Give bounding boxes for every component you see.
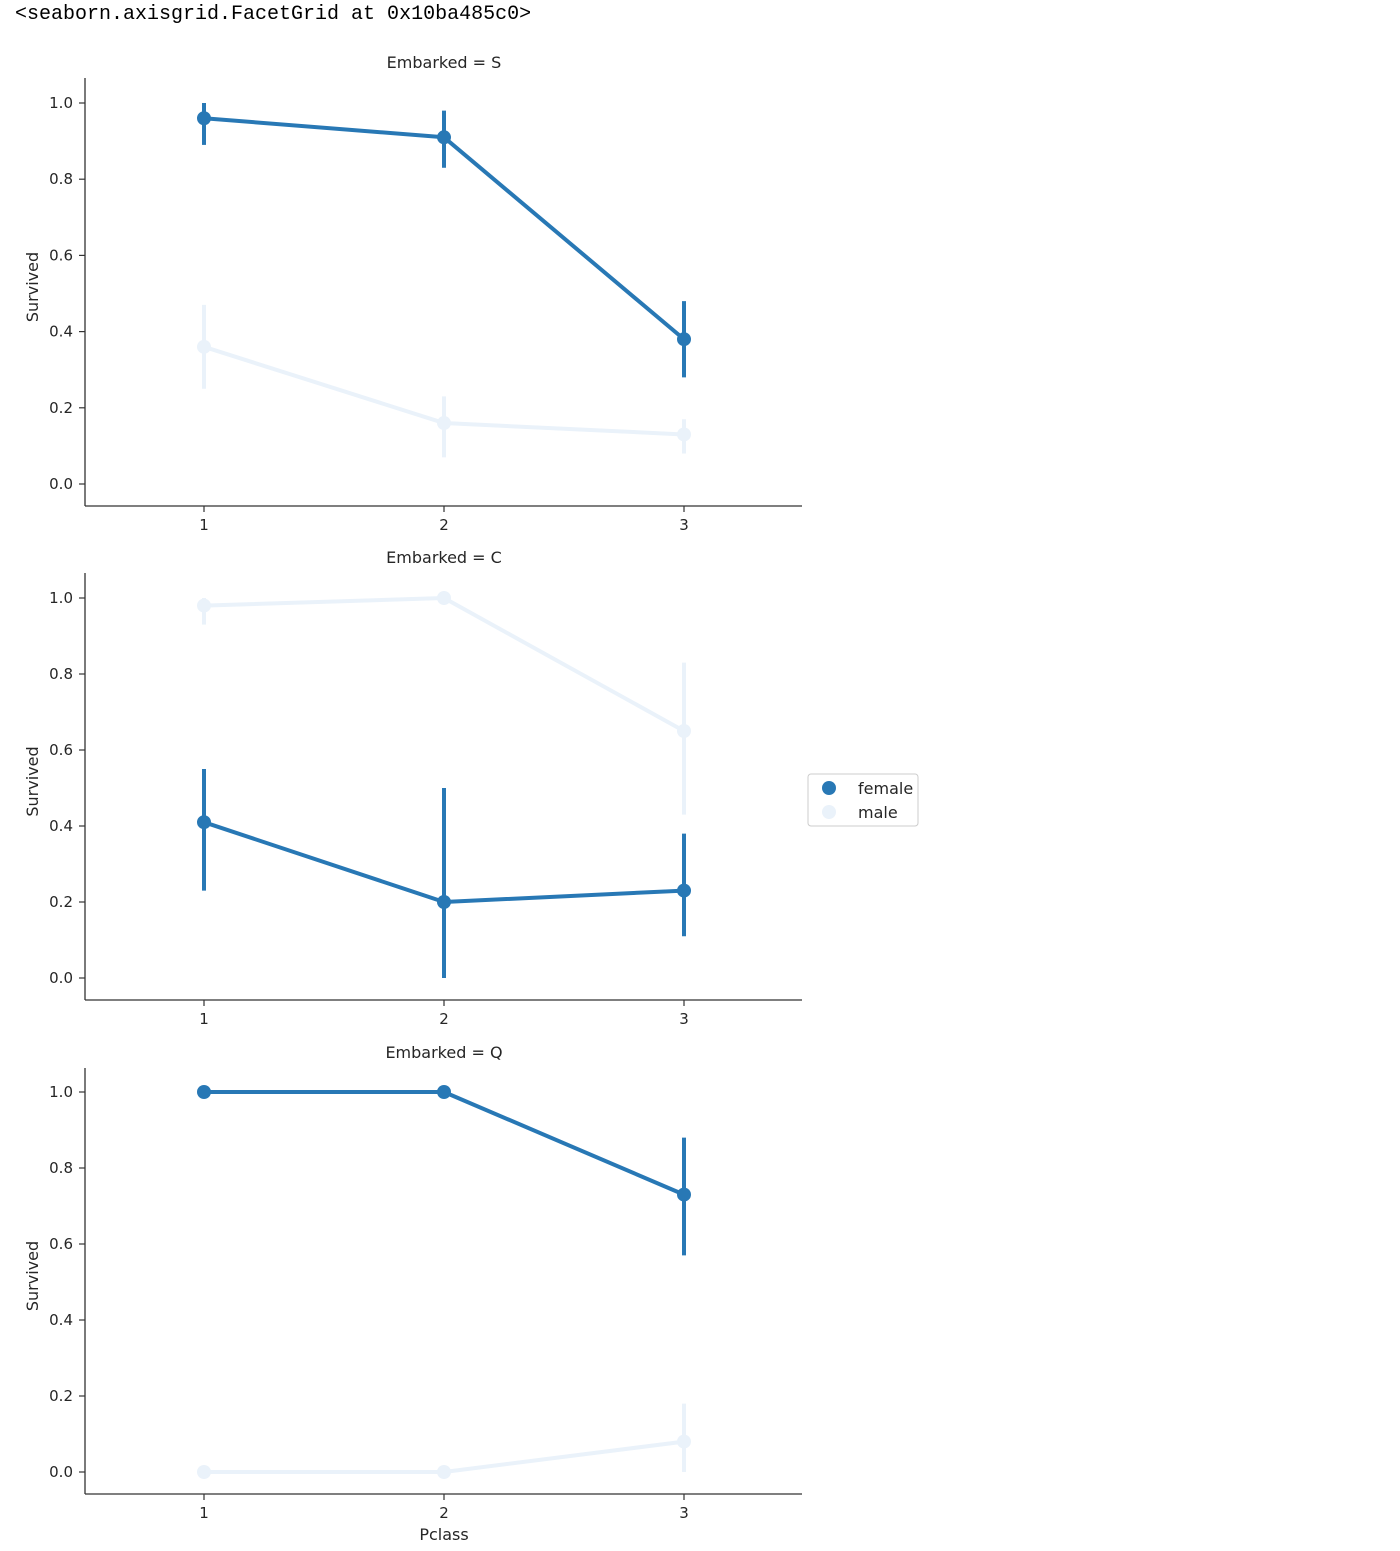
y-tick-label: 0.8	[49, 665, 73, 683]
y-tick-label: 0.4	[49, 817, 73, 835]
data-point	[437, 1465, 451, 1479]
data-point	[197, 1085, 211, 1099]
y-tick-label: 0.6	[49, 741, 73, 759]
y-tick-label: 0.2	[49, 893, 73, 911]
legend-marker	[822, 805, 836, 819]
y-tick-label: 1.0	[49, 94, 73, 112]
y-tick-label: 0.0	[49, 475, 73, 493]
series-line	[204, 1090, 685, 1197]
x-tick-label: 1	[199, 1504, 209, 1522]
data-point	[677, 1434, 691, 1449]
y-axis-label: Survived	[23, 252, 42, 322]
y-tick-label: 1.0	[49, 589, 73, 607]
legend-label: male	[858, 803, 898, 822]
facet-title: Embarked = Q	[385, 1043, 502, 1062]
data-point	[677, 883, 691, 898]
y-tick-label: 0.0	[49, 1463, 73, 1481]
data-point	[677, 1187, 691, 1202]
x-tick-label: 3	[679, 1010, 689, 1028]
y-tick-label: 0.8	[49, 1159, 73, 1177]
x-tick-label: 2	[439, 1504, 449, 1522]
series-female	[197, 1085, 691, 1256]
y-tick-label: 0.0	[49, 969, 73, 987]
y-tick-label: 0.2	[49, 1387, 73, 1405]
data-point	[677, 332, 691, 347]
x-axis-label: Pclass	[419, 1525, 468, 1544]
facet-panel: Embarked = C 0.0 0.2 0.4 0.6 0.8 1.0 1 2 3 Survive…	[23, 548, 802, 1028]
y-tick-label: 0.6	[49, 246, 73, 264]
x-tick-label: 2	[439, 1010, 449, 1028]
facet-panel: Embarked = S 0.0 0.2 0.4 0.6 0.8 1.0 1 2 3 Survive…	[23, 53, 802, 534]
y-axis-label: Survived	[23, 1241, 42, 1311]
y-tick-label: 0.2	[49, 399, 73, 417]
data-point	[437, 1085, 451, 1099]
series-male	[197, 304, 691, 458]
data-point	[677, 724, 691, 738]
x-tick-label: 1	[199, 516, 209, 534]
y-axis-label: Survived	[23, 746, 42, 816]
cell-output-repr: <seaborn.axisgrid.FacetGrid at 0x10ba485…	[15, 3, 532, 26]
series-male	[197, 591, 691, 815]
data-point	[437, 591, 451, 605]
data-point	[437, 895, 451, 909]
legend-marker	[822, 781, 836, 795]
x-tick-label: 2	[439, 516, 449, 534]
data-point	[197, 815, 211, 830]
x-tick-label: 3	[679, 1504, 689, 1522]
data-point	[197, 1465, 211, 1479]
y-tick-label: 0.4	[49, 1311, 73, 1329]
series-female	[197, 769, 691, 978]
x-tick-label: 3	[679, 516, 689, 534]
y-tick-label: 0.8	[49, 170, 73, 188]
series-male	[197, 1403, 691, 1479]
y-tick-label: 1.0	[49, 1083, 73, 1101]
series-female	[197, 103, 691, 378]
data-point	[437, 416, 451, 431]
facet-panel: Embarked = Q 0.0 0.2 0.4 0.6 0.8 1.0 1 2 3 Survive…	[23, 1043, 802, 1544]
facet-panels: Embarked = S 0.0 0.2 0.4 0.6 0.8 1.0 1 2 3 Survive…	[23, 53, 802, 1544]
y-tick-label: 0.4	[49, 323, 73, 341]
data-point	[677, 427, 691, 442]
data-point	[197, 598, 211, 613]
facet-title: Embarked = C	[386, 548, 502, 567]
data-point	[197, 111, 211, 126]
x-tick-label: 1	[199, 1010, 209, 1028]
series-line	[203, 596, 685, 733]
facet-title: Embarked = S	[387, 53, 502, 72]
y-tick-label: 0.6	[49, 1235, 73, 1253]
legend-label: female	[858, 779, 913, 798]
data-point	[437, 130, 451, 145]
data-point	[197, 339, 211, 354]
legend: female male	[807, 773, 919, 827]
